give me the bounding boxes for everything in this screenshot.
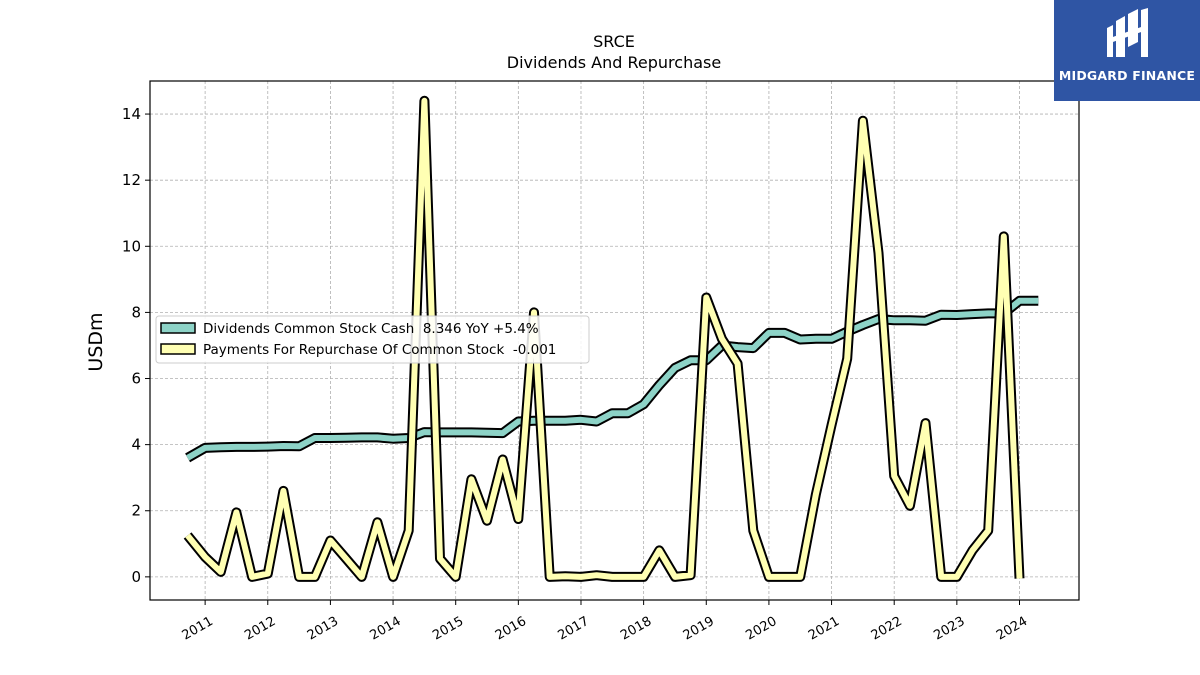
logo-mark-icon bbox=[1107, 8, 1148, 57]
legend-label-dividends: Dividends Common Stock Cash 8.346 YoY +5… bbox=[203, 321, 539, 337]
x-axis-ticks: 2011 2012 2013 2014 2015 2016 2017 2018 2019 2020… bbox=[180, 600, 1030, 644]
x-tick-label: 2018 bbox=[618, 614, 654, 644]
x-tick-label: 2013 bbox=[305, 614, 341, 644]
legend-box bbox=[155, 315, 590, 364]
x-tick-label: 2016 bbox=[493, 614, 529, 644]
x-tick-label: 2015 bbox=[430, 614, 466, 644]
y-tick-label: 6 bbox=[131, 370, 141, 388]
series-layer bbox=[183, 95, 1039, 582]
x-tick-label: 2024 bbox=[994, 614, 1030, 644]
legend-label-repurchase: Payments For Repurchase Of Common Stock … bbox=[203, 342, 556, 358]
x-tick-label: 2017 bbox=[555, 614, 591, 644]
x-tick-label: 2022 bbox=[869, 614, 905, 644]
x-tick-label: 2012 bbox=[242, 614, 278, 644]
y-tick-label: 4 bbox=[131, 436, 141, 454]
legend: Dividends Common Stock Cash 8.346 YoY +5… bbox=[155, 315, 590, 364]
legend-swatch-dividends bbox=[160, 322, 196, 334]
x-tick-label: 2011 bbox=[180, 614, 216, 644]
series-line bbox=[185, 97, 1023, 580]
y-tick-label: 12 bbox=[122, 171, 141, 189]
plot-frame bbox=[149, 80, 1080, 601]
series-line bbox=[186, 297, 1039, 461]
y-tick-label: 10 bbox=[122, 237, 141, 255]
chart-subtitle: Dividends And Repurchase bbox=[507, 53, 721, 72]
y-axis-ticks: 0 2 4 6 8 10 12 14 bbox=[122, 105, 150, 586]
x-tick-label: 2021 bbox=[806, 614, 842, 644]
x-tick-label: 2019 bbox=[681, 614, 717, 644]
y-axis-label: USDm bbox=[85, 312, 107, 371]
logo-text: MIDGARD FINANCE bbox=[1058, 68, 1196, 83]
series-1 bbox=[183, 95, 1025, 582]
y-tick-label: 2 bbox=[131, 502, 141, 520]
x-tick-label: 2014 bbox=[368, 614, 404, 644]
x-tick-label: 2023 bbox=[931, 614, 967, 644]
y-tick-label: 8 bbox=[131, 303, 141, 321]
chart-title: SRCE bbox=[593, 32, 635, 51]
legend-swatch-repurchase bbox=[160, 343, 196, 355]
midgard-finance-logo: MIDGARD FINANCE bbox=[1054, 0, 1200, 101]
y-tick-label: 14 bbox=[122, 105, 141, 123]
y-tick-label: 0 bbox=[131, 568, 141, 586]
series-0 bbox=[185, 295, 1039, 463]
x-tick-label: 2020 bbox=[743, 614, 779, 644]
grid bbox=[150, 81, 1079, 600]
